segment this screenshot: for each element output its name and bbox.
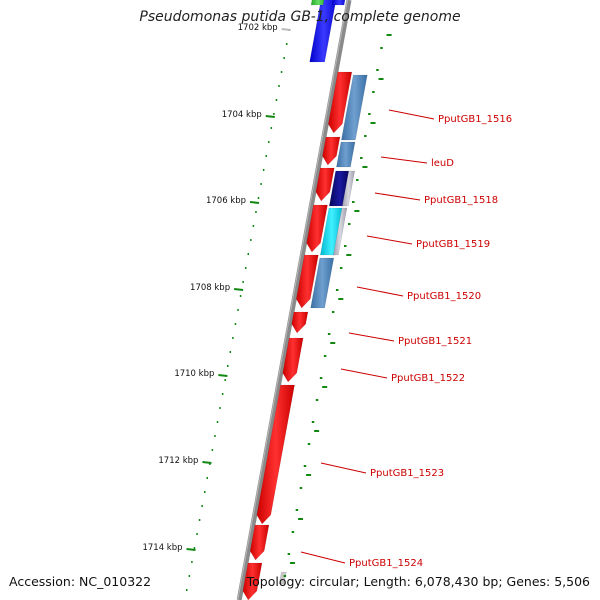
- gene-label: PputGB1_1520: [407, 291, 481, 302]
- cog-block: [333, 207, 348, 256]
- cds-arrow: [242, 562, 263, 600]
- cds-arrow: [315, 167, 335, 202]
- topology-text: Topology: circular; Length: 6,078,430 bp…: [246, 574, 590, 589]
- gene-label: PputGB1_1522: [391, 373, 465, 384]
- gene-label-leader: [388, 109, 435, 120]
- cds-arrow: [282, 337, 304, 383]
- kbp-tick-label: 1714 kbp: [142, 543, 182, 553]
- gene-label-leader: [348, 332, 395, 342]
- kbp-tick: [249, 201, 260, 204]
- gene-label-leader: [380, 156, 428, 164]
- cds-arrow: [322, 136, 341, 166]
- gene-label: PputGB1_1523: [370, 468, 444, 479]
- cds-arrow: [328, 71, 353, 134]
- kbp-tick: [202, 461, 212, 464]
- kbp-tick-label: 1702 kbp: [238, 23, 278, 33]
- cog-block: [342, 170, 356, 207]
- cds-arrow: [296, 254, 319, 309]
- gene-label: leuD: [431, 158, 454, 169]
- kbp-tick-label: 1708 kbp: [190, 283, 230, 293]
- kbp-tick: [186, 548, 196, 551]
- gene-label: PputGB1_1524: [349, 558, 423, 569]
- genome-title: Pseudomonas putida GB-1, complete genome: [139, 9, 461, 25]
- gene-label-leader: [356, 286, 404, 297]
- genome-backbone: [236, 0, 352, 600]
- gene-label: PputGB1_1521: [398, 336, 472, 347]
- cog-block: [336, 141, 356, 168]
- kbp-tick: [265, 115, 275, 118]
- cds-arrow: [306, 204, 328, 253]
- cds-arrow: [331, 0, 346, 6]
- kbp-tick-label: 1706 kbp: [206, 196, 246, 206]
- kbp-tick-label: 1704 kbp: [222, 110, 262, 120]
- cds-arrow: [256, 384, 295, 525]
- cds-arrow: [291, 311, 309, 334]
- gene-label: PputGB1_1516: [438, 114, 512, 125]
- kbp-tick: [281, 28, 291, 31]
- gene-label-leader: [366, 235, 413, 245]
- gene-label-leader: [340, 368, 388, 379]
- cds-arrow: [309, 0, 337, 63]
- cog-block: [341, 74, 368, 141]
- kbp-tick-label: 1710 kbp: [174, 369, 214, 379]
- gene-label-leader: [300, 551, 346, 564]
- cds-arrow: [310, 0, 325, 6]
- cds-arrow: [249, 524, 270, 561]
- kbp-tick: [234, 288, 244, 291]
- genome-backbone-highlight: [237, 0, 348, 600]
- cog-block: [310, 257, 335, 309]
- gene-label-leader: [320, 462, 367, 474]
- kbp-tick-label: 1712 kbp: [158, 456, 198, 466]
- gene-label: PputGB1_1518: [424, 195, 498, 206]
- gene-label: PputGB1_1519: [416, 239, 490, 250]
- kbp-tick: [218, 374, 228, 377]
- gene-label-leader: [374, 192, 421, 201]
- accession-text: Accession: NC_010322: [9, 574, 152, 589]
